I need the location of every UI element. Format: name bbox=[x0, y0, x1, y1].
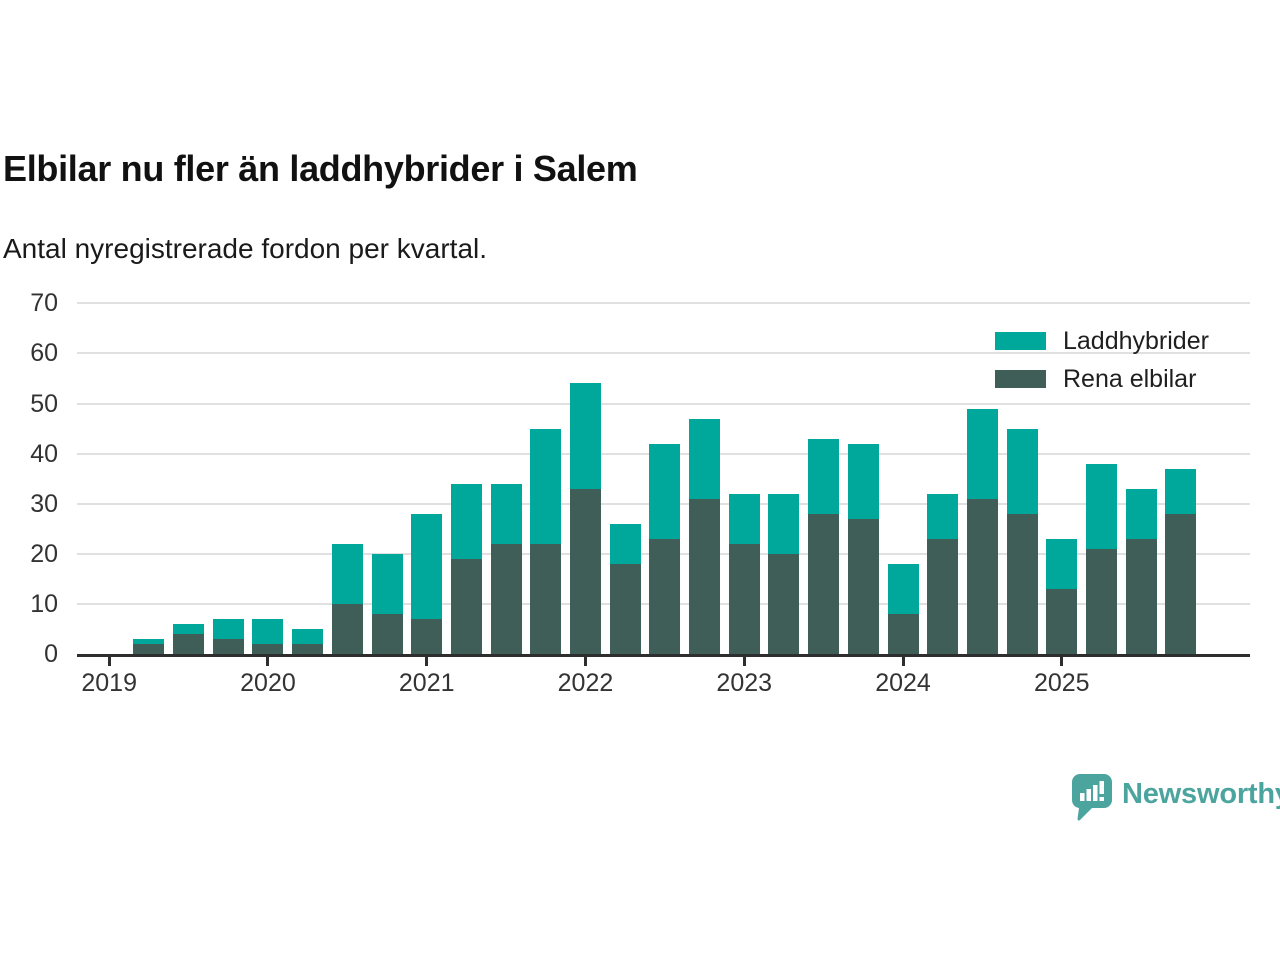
bar-rena-elbilar bbox=[768, 553, 800, 654]
bar-rena-elbilar bbox=[609, 563, 641, 654]
chart-subtitle: Antal nyregistrerade fordon per kvartal. bbox=[3, 233, 488, 264]
legend-label-rena-elbilar: Rena elbilar bbox=[1063, 364, 1197, 393]
x-axis-tick bbox=[1060, 657, 1064, 666]
bar-rena-elbilar bbox=[808, 513, 840, 654]
x-axis-label: 2023 bbox=[716, 669, 773, 697]
bar-rena-elbilar bbox=[371, 613, 403, 654]
newsworthy-logo-text: Newsworthy bbox=[1122, 778, 1280, 810]
bar-laddhybrider bbox=[490, 483, 522, 544]
bar-rena-elbilar bbox=[212, 638, 244, 654]
bar-laddhybrider bbox=[371, 553, 403, 614]
bar-rena-elbilar bbox=[887, 613, 919, 654]
bar-rena-elbilar bbox=[569, 488, 601, 654]
bar-laddhybrider bbox=[450, 483, 482, 559]
chart-legend: Laddhybrider Rena elbilar bbox=[995, 327, 1209, 403]
bar-laddhybrider bbox=[569, 383, 601, 489]
bar-laddhybrider bbox=[927, 493, 959, 539]
bar-rena-elbilar bbox=[1125, 538, 1157, 654]
legend-item-laddhybrider: Laddhybrider bbox=[995, 327, 1209, 355]
bar-laddhybrider bbox=[292, 628, 324, 644]
x-axis-label: 2022 bbox=[557, 669, 614, 697]
bar-laddhybrider bbox=[847, 443, 879, 519]
bar-laddhybrider bbox=[252, 618, 284, 644]
bar-laddhybrider bbox=[728, 493, 760, 544]
bar-laddhybrider bbox=[609, 523, 641, 564]
legend-swatch-laddhybrider bbox=[995, 332, 1046, 350]
bar-rena-elbilar bbox=[252, 643, 284, 654]
bar-rena-elbilar bbox=[689, 498, 721, 654]
bar-laddhybrider bbox=[331, 543, 363, 604]
newsworthy-logo: Newsworthy bbox=[1072, 774, 1280, 822]
bar-rena-elbilar bbox=[649, 538, 681, 654]
bar-laddhybrider bbox=[411, 513, 443, 619]
x-axis-label: 2019 bbox=[81, 669, 137, 697]
bar-laddhybrider bbox=[1125, 488, 1157, 539]
y-axis-label: 20 bbox=[30, 539, 58, 568]
bar-rena-elbilar bbox=[1006, 513, 1038, 654]
bar-rena-elbilar bbox=[133, 643, 165, 654]
x-axis-tick bbox=[901, 657, 905, 666]
x-axis-label: 2024 bbox=[875, 669, 931, 697]
x-axis-line bbox=[77, 654, 1250, 657]
x-axis-tick bbox=[742, 657, 746, 666]
bar-laddhybrider bbox=[808, 438, 840, 514]
gridline-70 bbox=[77, 302, 1250, 305]
y-axis-label: 30 bbox=[30, 489, 58, 518]
bar-rena-elbilar bbox=[411, 618, 443, 654]
legend-label-laddhybrider: Laddhybrider bbox=[1063, 326, 1209, 355]
bar-rena-elbilar bbox=[450, 558, 482, 654]
bar-rena-elbilar bbox=[1085, 548, 1117, 654]
bar-laddhybrider bbox=[966, 408, 998, 499]
legend-item-rena-elbilar: Rena elbilar bbox=[995, 365, 1209, 393]
x-axis-tick bbox=[425, 657, 429, 666]
bar-laddhybrider bbox=[768, 493, 800, 554]
y-axis-label: 40 bbox=[30, 439, 58, 468]
x-axis-tick bbox=[266, 657, 270, 666]
bar-rena-elbilar bbox=[173, 633, 205, 654]
chart-title: Elbilar nu fler än laddhybrider i Salem bbox=[3, 148, 638, 189]
bar-laddhybrider bbox=[133, 638, 165, 644]
bar-rena-elbilar bbox=[490, 543, 522, 654]
y-axis-label: 60 bbox=[30, 339, 58, 368]
bar-rena-elbilar bbox=[927, 538, 959, 654]
bar-rena-elbilar bbox=[728, 543, 760, 654]
newsworthy-logo-icon bbox=[1072, 774, 1112, 821]
y-axis-label: 70 bbox=[30, 289, 58, 318]
bar-laddhybrider bbox=[887, 563, 919, 614]
x-axis-tick bbox=[107, 657, 111, 666]
y-axis-label: 50 bbox=[30, 389, 58, 418]
bar-laddhybrider bbox=[212, 618, 244, 639]
bar-laddhybrider bbox=[689, 418, 721, 499]
x-axis-label: 2021 bbox=[398, 669, 455, 697]
legend-swatch-rena-elbilar bbox=[995, 370, 1046, 388]
y-axis-label: 10 bbox=[30, 589, 58, 618]
gridline-60 bbox=[77, 352, 1250, 355]
bar-laddhybrider bbox=[1085, 463, 1117, 549]
bar-rena-elbilar bbox=[1046, 588, 1078, 654]
x-axis-label: 2025 bbox=[1033, 669, 1090, 697]
x-axis-label: 2020 bbox=[240, 669, 296, 697]
bar-rena-elbilar bbox=[530, 543, 562, 654]
y-axis-label: 0 bbox=[44, 640, 58, 668]
bar-rena-elbilar bbox=[331, 603, 363, 654]
gridline-50 bbox=[77, 402, 1250, 405]
bar-laddhybrider bbox=[173, 623, 205, 634]
bar-rena-elbilar bbox=[292, 643, 324, 654]
bar-laddhybrider bbox=[1046, 538, 1078, 589]
bar-laddhybrider bbox=[649, 443, 681, 539]
bar-laddhybrider bbox=[1006, 428, 1038, 514]
bar-laddhybrider bbox=[530, 428, 562, 544]
bar-rena-elbilar bbox=[1165, 513, 1197, 654]
bar-rena-elbilar bbox=[966, 498, 998, 654]
bar-rena-elbilar bbox=[847, 518, 879, 654]
x-axis-tick bbox=[583, 657, 587, 666]
bar-laddhybrider bbox=[1165, 468, 1197, 514]
